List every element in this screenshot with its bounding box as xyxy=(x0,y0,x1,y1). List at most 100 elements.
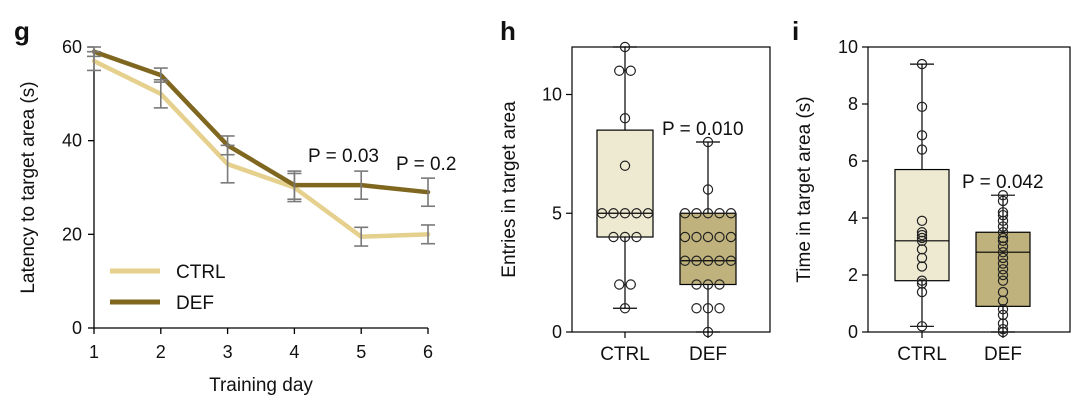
data-point xyxy=(997,189,1009,201)
data-point xyxy=(631,231,642,243)
data-point xyxy=(916,58,928,70)
y-tick-label: 2 xyxy=(848,265,858,285)
p-value-annotation: P = 0.042 xyxy=(962,172,1044,193)
y-tick-label: 20 xyxy=(62,224,82,244)
data-point xyxy=(997,246,1009,258)
y-tick-label: 6 xyxy=(848,151,858,171)
series-line-def xyxy=(91,49,431,195)
y-axis-title: Time in target area (s) xyxy=(794,96,815,282)
data-point xyxy=(725,231,737,243)
y-tick-label: 40 xyxy=(62,131,82,151)
x-tick-label: 1 xyxy=(89,342,99,362)
data-point xyxy=(714,303,725,314)
data-point xyxy=(997,304,1009,315)
y-tick-label: 0 xyxy=(72,318,82,338)
data-point xyxy=(642,208,654,219)
x-tick-label: CTRL xyxy=(897,344,947,365)
data-point xyxy=(997,207,1009,218)
data-point xyxy=(725,208,737,219)
data-point xyxy=(997,215,1009,227)
data-point xyxy=(614,65,625,76)
data-point xyxy=(997,221,1009,232)
time-box-plot: 0 2 4 6 8 10 Time in target area (s) CTRL DEF P =… xyxy=(794,37,1071,365)
data-point xyxy=(997,258,1009,269)
data-point xyxy=(916,232,928,244)
x-tick-label: CTRL xyxy=(600,344,650,365)
data-point xyxy=(702,255,714,266)
data-point xyxy=(702,326,714,338)
data-point xyxy=(997,195,1009,207)
data-point xyxy=(725,255,737,266)
data-point xyxy=(997,235,1009,246)
data-point xyxy=(714,279,725,290)
plot-frame xyxy=(867,46,1071,333)
data-point xyxy=(614,279,625,290)
data-point xyxy=(997,269,1009,281)
data-point xyxy=(916,144,928,155)
data-point xyxy=(997,326,1009,338)
data-point xyxy=(714,208,725,219)
data-point xyxy=(619,231,631,243)
y-tick-label: 5 xyxy=(552,203,562,223)
data-point xyxy=(679,208,691,219)
data-point xyxy=(997,318,1009,329)
y-tick-label: 0 xyxy=(848,322,858,342)
data-point xyxy=(916,278,928,289)
data-point xyxy=(997,295,1009,306)
data-point xyxy=(997,323,1009,335)
x-tick-label: 4 xyxy=(289,342,299,362)
x-tick-label: DEF xyxy=(984,344,1022,365)
data-point xyxy=(679,255,691,266)
x-tick-label: 3 xyxy=(223,342,233,362)
data-point xyxy=(916,286,928,298)
data-point xyxy=(625,65,636,76)
y-tick-label: 4 xyxy=(848,208,858,228)
legend-label-ctrl: CTRL xyxy=(176,262,226,283)
p-value-annotation: P = 0.010 xyxy=(662,119,744,140)
x-tick-label: 2 xyxy=(156,342,166,362)
data-point xyxy=(702,231,714,243)
x-tick-label: 5 xyxy=(356,342,366,362)
data-point xyxy=(702,303,714,314)
data-point xyxy=(608,231,619,243)
x-tick-label: DEF xyxy=(689,344,727,365)
y-tick-label: 10 xyxy=(838,37,858,57)
data-point xyxy=(997,241,1009,252)
p-value-annotation: P = 0.03 xyxy=(308,146,379,167)
data-point xyxy=(997,227,1009,238)
data-point xyxy=(916,101,928,113)
data-point xyxy=(916,215,928,227)
data-point xyxy=(997,232,1009,244)
y-tick-label: 8 xyxy=(848,94,858,114)
data-point xyxy=(916,130,928,141)
data-point xyxy=(619,41,631,53)
data-point xyxy=(691,279,702,290)
data-point xyxy=(916,252,928,264)
data-point xyxy=(916,275,928,286)
data-point xyxy=(714,255,725,266)
data-point xyxy=(997,209,1009,221)
data-point xyxy=(916,244,928,255)
entries-box-plot: 0 5 10 Entries in target area CTRL DEF P = 0.0… xyxy=(499,41,771,365)
data-point xyxy=(916,235,928,246)
data-point xyxy=(916,321,928,332)
box-ctrl xyxy=(596,129,654,238)
data-point xyxy=(619,303,631,314)
y-tick-label: 60 xyxy=(62,37,82,57)
p-value-annotation: P = 0.2 xyxy=(396,154,456,175)
data-point xyxy=(702,184,714,195)
y-tick-label: 10 xyxy=(542,85,562,105)
data-point xyxy=(916,261,928,272)
data-point xyxy=(916,227,928,238)
data-point xyxy=(702,208,714,219)
data-point xyxy=(714,231,725,243)
box-def xyxy=(679,212,737,286)
data-point xyxy=(619,208,631,219)
data-point xyxy=(997,264,1009,275)
x-axis-title: Training day xyxy=(209,375,313,396)
data-point xyxy=(619,113,631,124)
data-point xyxy=(679,231,691,243)
data-point xyxy=(608,208,619,219)
data-point xyxy=(916,229,928,241)
panel-label-g: g xyxy=(14,16,30,46)
